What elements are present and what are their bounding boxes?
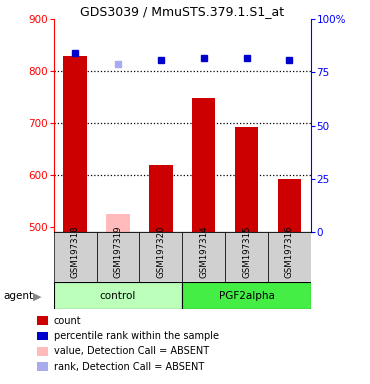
Text: control: control: [100, 291, 136, 301]
Text: percentile rank within the sample: percentile rank within the sample: [54, 331, 219, 341]
Text: GSM197315: GSM197315: [242, 225, 251, 278]
Text: ▶: ▶: [33, 291, 41, 301]
Text: GSM197319: GSM197319: [114, 225, 122, 278]
Text: GSM197316: GSM197316: [285, 225, 294, 278]
Text: agent: agent: [4, 291, 34, 301]
Bar: [149, 165, 172, 232]
Bar: [97, 232, 139, 282]
Bar: [106, 214, 130, 232]
Bar: [54, 232, 97, 282]
Bar: [139, 232, 182, 282]
Bar: [63, 56, 87, 232]
Bar: [182, 282, 311, 309]
Title: GDS3039 / MmuSTS.379.1.S1_at: GDS3039 / MmuSTS.379.1.S1_at: [80, 5, 284, 18]
Bar: [54, 282, 182, 309]
Bar: [182, 232, 225, 282]
Bar: [278, 179, 301, 232]
Text: GSM197314: GSM197314: [199, 225, 208, 278]
Text: GSM197320: GSM197320: [156, 225, 165, 278]
Bar: [225, 232, 268, 282]
Text: rank, Detection Call = ABSENT: rank, Detection Call = ABSENT: [54, 362, 204, 372]
Text: GSM197318: GSM197318: [71, 225, 80, 278]
Text: count: count: [54, 316, 81, 326]
Bar: [192, 98, 215, 232]
Text: PGF2alpha: PGF2alpha: [219, 291, 275, 301]
Bar: [235, 127, 258, 232]
Text: value, Detection Call = ABSENT: value, Detection Call = ABSENT: [54, 346, 209, 356]
Bar: [268, 232, 311, 282]
